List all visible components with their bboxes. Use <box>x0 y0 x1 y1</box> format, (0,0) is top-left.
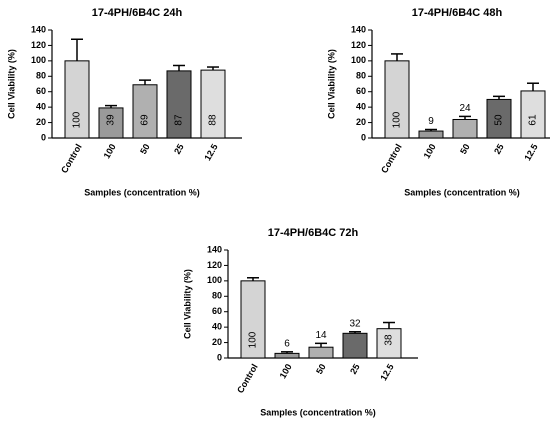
y-tick-label: 20 <box>36 117 46 127</box>
value-label: 61 <box>528 114 539 126</box>
x-axis-label: Samples (concentration %) <box>260 407 376 417</box>
chart-title: 17-4PH/6B4C 72h <box>268 227 359 239</box>
x-tick-label: 25 <box>348 362 362 376</box>
y-tick-label: 80 <box>36 71 46 81</box>
value-label: 69 <box>140 114 151 126</box>
bar <box>308 346 334 359</box>
x-tick-label: 12.5 <box>378 362 395 382</box>
bar <box>98 107 124 139</box>
value-label: 100 <box>72 111 83 128</box>
value-label: 9 <box>428 116 434 127</box>
x-tick-label: 100 <box>102 142 118 160</box>
bar <box>132 84 158 139</box>
y-tick-label: 40 <box>356 102 366 112</box>
x-tick-label: 100 <box>422 142 438 160</box>
x-tick-label: 50 <box>138 142 152 156</box>
value-label: 38 <box>384 334 395 346</box>
y-tick-label: 20 <box>212 337 222 347</box>
bar <box>166 70 192 139</box>
value-label: 14 <box>315 330 327 341</box>
y-tick-label: 120 <box>31 40 46 50</box>
bar <box>520 90 546 139</box>
x-tick-label: Control <box>235 362 260 395</box>
y-tick-label: 100 <box>351 55 366 65</box>
y-tick-label: 0 <box>41 132 46 142</box>
x-tick-label: Control <box>59 142 84 175</box>
x-tick-label: 100 <box>278 362 294 380</box>
y-tick-label: 0 <box>217 352 222 362</box>
chart-title: 17-4PH/6B4C 48h <box>412 7 503 19</box>
x-axis-label: Samples (concentration %) <box>84 187 200 197</box>
value-label: 24 <box>459 103 471 114</box>
bar <box>64 60 90 139</box>
x-tick-label: 12.5 <box>522 142 539 162</box>
y-tick-label: 80 <box>212 291 222 301</box>
y-tick-label: 80 <box>356 71 366 81</box>
y-tick-label: 20 <box>356 117 366 127</box>
y-tick-label: 0 <box>361 132 366 142</box>
chart-title: 17-4PH/6B4C 24h <box>92 7 183 19</box>
y-tick-label: 120 <box>207 260 222 270</box>
value-label: 88 <box>208 114 219 126</box>
y-axis-label: Cell Viability (%) <box>182 269 192 339</box>
x-tick-label: 25 <box>492 142 506 156</box>
bar <box>240 280 266 359</box>
y-tick-label: 100 <box>31 55 46 65</box>
value-label: 87 <box>174 114 185 126</box>
value-label: 32 <box>349 318 361 329</box>
x-tick-label: 12.5 <box>202 142 219 162</box>
bar <box>384 60 410 139</box>
value-label: 100 <box>392 111 403 128</box>
y-axis-label: Cell Viability (%) <box>6 49 16 119</box>
bar <box>376 328 402 359</box>
x-tick-label: 50 <box>314 362 328 376</box>
y-tick-label: 60 <box>356 86 366 96</box>
bar <box>274 352 300 359</box>
y-tick-label: 60 <box>36 86 46 96</box>
bar <box>452 118 478 139</box>
y-tick-label: 100 <box>207 275 222 285</box>
bar <box>200 69 226 139</box>
bar <box>418 130 444 139</box>
value-label: 50 <box>494 114 505 126</box>
x-axis-label: Samples (concentration %) <box>404 187 520 197</box>
bar <box>342 332 368 359</box>
y-tick-label: 140 <box>31 24 46 34</box>
y-tick-label: 140 <box>351 24 366 34</box>
bar <box>486 98 512 139</box>
x-tick-label: 50 <box>458 142 472 156</box>
y-tick-label: 140 <box>207 244 222 254</box>
y-tick-label: 60 <box>212 306 222 316</box>
y-tick-label: 40 <box>212 322 222 332</box>
y-axis-label: Cell Viability (%) <box>326 49 336 119</box>
value-label: 100 <box>248 331 259 348</box>
x-tick-label: Control <box>379 142 404 175</box>
value-label: 6 <box>284 338 290 349</box>
y-tick-label: 40 <box>36 102 46 112</box>
x-tick-label: 25 <box>172 142 186 156</box>
y-tick-label: 120 <box>351 40 366 50</box>
value-label: 39 <box>106 114 117 126</box>
